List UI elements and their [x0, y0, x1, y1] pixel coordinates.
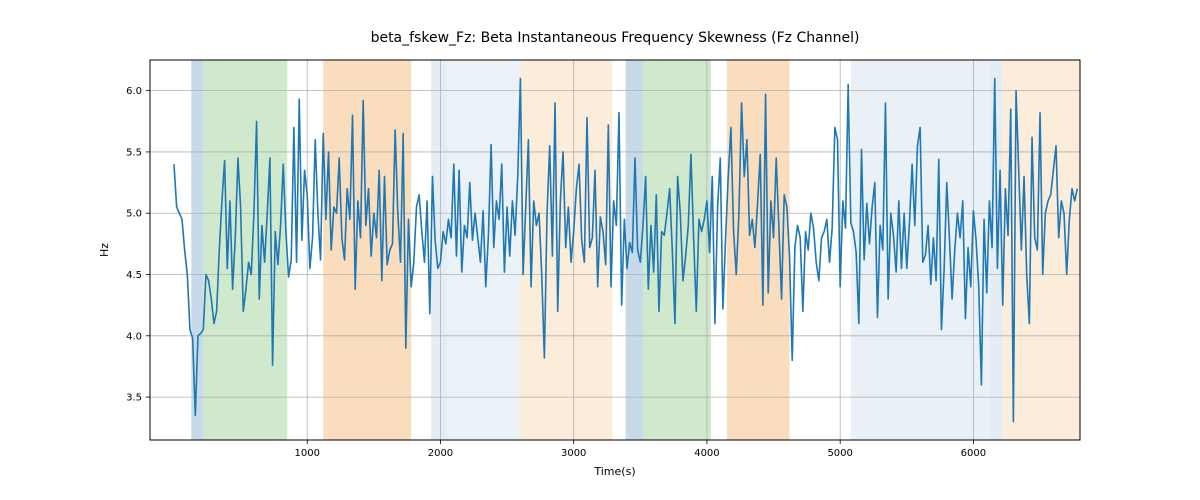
ytick-label: 3.5	[126, 393, 142, 404]
ytick-label: 5.5	[126, 147, 142, 158]
band-region	[323, 60, 411, 440]
xtick-label: 2000	[428, 448, 453, 459]
ytick-label: 5.0	[126, 209, 142, 220]
xtick-label: 3000	[561, 448, 586, 459]
xtick-label: 6000	[961, 448, 986, 459]
xtick-label: 5000	[827, 448, 852, 459]
xtick-label: 1000	[294, 448, 319, 459]
xtick-label: 4000	[694, 448, 719, 459]
ytick-label: 4.5	[126, 270, 142, 281]
line-chart: 1000 2000 3000 4000 5000 6000 3.5 4.0 4.5 5.0 5.5 6…	[0, 0, 1200, 500]
band-region	[191, 60, 203, 440]
ytick-label: 6.0	[126, 86, 142, 97]
x-axis-label: Time(s)	[593, 465, 635, 478]
y-axis-label: Hz	[98, 243, 111, 257]
ytick-label: 4.0	[126, 331, 142, 342]
chart-title: beta_fskew_Fz: Beta Instantaneous Freque…	[371, 30, 860, 46]
band-region	[431, 60, 447, 440]
